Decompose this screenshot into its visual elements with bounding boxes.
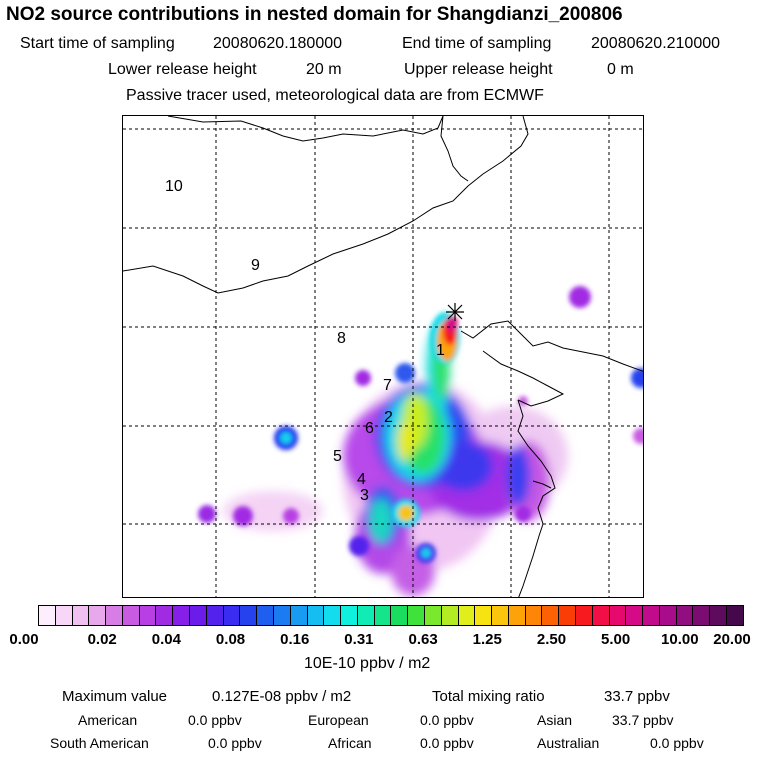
colorbar-cell [559,606,576,625]
colorbar-tick-label: 0.02 [87,631,117,648]
colorbar-unit: 10E-10 ppbv / m2 [304,655,431,672]
region-label-4: 4 [357,471,366,488]
colorbar-cell [357,606,375,625]
colorbar-cell [475,606,493,625]
total-mixing-label: Total mixing ratio [432,688,545,705]
region-label-3: 3 [360,487,369,504]
colorbar-cell [324,606,342,625]
colorbar-cell [492,606,509,625]
colorbar-cell [659,606,677,625]
colorbar-cell [508,606,526,625]
upper-release-label: Upper release height [404,61,553,78]
lat-lon-grid [123,116,643,597]
south-american-label: South American [50,735,149,751]
colorbar-cell [307,606,325,625]
colorbar-tick-label: 1.25 [472,631,502,648]
australian-value: 0.0 ppbv [650,735,704,751]
colorbar-cell [273,606,291,625]
colorbar-cell [542,606,560,625]
plot-title: NO2 source contributions in nested domai… [6,4,623,25]
region-label-7: 7 [383,377,392,394]
colorbar-cell [727,606,743,625]
max-value: 0.127E-08 ppbv / m2 [212,688,352,705]
colorbar-cell [72,606,90,625]
colorbar-cell [424,606,442,625]
start-time-label: Start time of sampling [20,35,175,52]
colorbar-cell [374,606,392,625]
colorbar-cell [89,606,107,625]
australian-label: Australian [537,735,600,751]
colorbar-cell [290,606,308,625]
colorbar-tick-label: 10.00 [661,631,699,648]
colorbar-tick-label: 5.00 [601,631,631,648]
max-value-label: Maximum value [62,688,168,705]
colorbar-tick-label: 0.00 [9,631,39,648]
colorbar-cell [643,606,660,625]
colorbar-cell [626,606,644,625]
data-source-note: Passive tracer used, meteorological data… [126,87,544,104]
african-value: 0.0 ppbv [420,735,474,751]
region-label-8: 8 [337,330,346,347]
european-label: European [308,712,369,728]
asian-label: Asian [537,712,573,728]
colorbar [38,605,744,626]
colorbar-cell [609,606,627,625]
colorbar-cell [592,606,610,625]
colorbar-cell [710,606,728,625]
region-label-2: 2 [384,409,393,426]
colorbar-cell [190,606,207,625]
colorbar-cell [408,606,425,625]
african-label: African [328,735,372,751]
colorbar-cell [441,606,459,625]
colorbar-cell [106,606,123,625]
colorbar-cell [122,606,140,625]
end-time-value: 20080620.210000 [591,35,721,52]
region-label-6: 6 [365,420,374,437]
colorbar-tick-label: 0.31 [344,631,374,648]
asian-value: 33.7 ppbv [612,712,674,728]
station-star-icon [446,303,464,321]
lower-release-value: 20 m [306,61,342,78]
map-panel[interactable]: 10 9 8 1 7 2 6 5 4 3 [122,115,644,598]
colorbar-tick-label: 0.63 [408,631,438,648]
colorbar-cell [391,606,409,625]
colorbar-cell [341,606,358,625]
american-label: American [78,712,138,728]
colorbar-cell [693,606,711,625]
colorbar-tick-label: 2.50 [536,631,567,648]
colorbar-cell [206,606,224,625]
start-time-value: 20080620.180000 [213,35,343,52]
lower-release-label: Lower release height [108,61,257,78]
colorbar-cell [156,606,174,625]
colorbar-tick-label: 0.16 [280,631,310,648]
region-label-10: 10 [165,178,183,195]
region-label-1: 1 [436,342,445,359]
colorbar-tick-label: 0.04 [151,631,181,648]
map-canvas [123,116,643,597]
colorbar-cell [55,606,73,625]
colorbar-cell [458,606,476,625]
colorbar-cell [576,606,593,625]
colorbar-cell [139,606,157,625]
colorbar-tick-label: 0.08 [215,631,246,648]
colorbar-cell [39,606,56,625]
end-time-label: End time of sampling [402,35,552,52]
colorbar-cell [257,606,274,625]
south-american-value: 0.0 ppbv [208,735,262,751]
colorbar-tick-label: 20.00 [713,631,751,648]
colorbar-cell [676,606,694,625]
region-label-5: 5 [333,448,342,465]
colorbar-cell [223,606,241,625]
colorbar-cell [173,606,191,625]
european-value: 0.0 ppbv [420,712,474,728]
upper-release-value: 0 m [607,61,634,78]
colorbar-cell [240,606,258,625]
colorbar-cell [525,606,543,625]
region-label-9: 9 [251,257,260,274]
map-boundaries [123,116,643,597]
total-mixing-value: 33.7 ppbv [604,688,670,705]
american-value: 0.0 ppbv [188,712,242,728]
concentration-field [223,326,568,596]
